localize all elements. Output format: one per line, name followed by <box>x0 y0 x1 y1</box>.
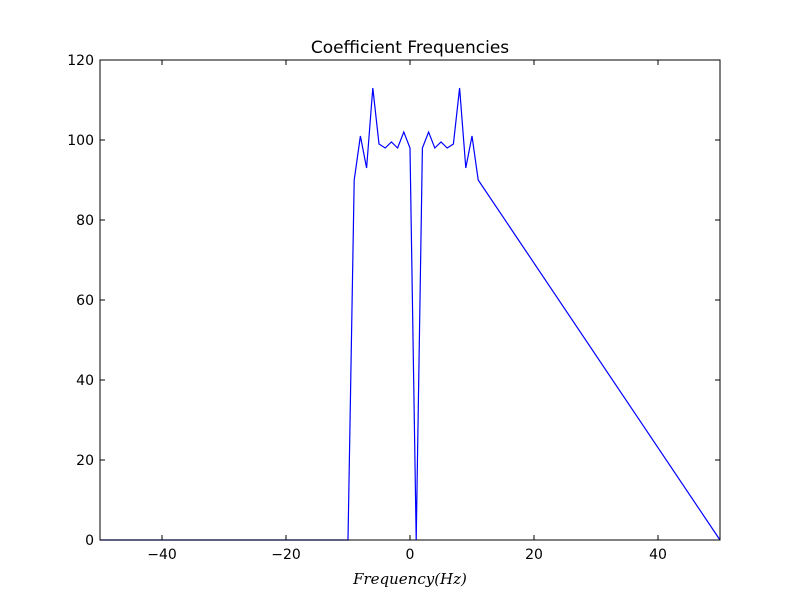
axes-frame <box>99 59 721 541</box>
x-tick-label: 20 <box>525 547 543 563</box>
y-tick-label: 0 <box>85 533 94 549</box>
x-tick-label: 0 <box>406 547 415 563</box>
x-axis-label: Frequency(Hz) <box>352 570 467 588</box>
plot-area: −40 −20 0 20 40 0 20 40 60 80 100 120 <box>67 53 721 563</box>
series-line-0 <box>100 87 721 541</box>
x-tick-label: −20 <box>271 547 301 563</box>
chart-title: Coefficient Frequencies <box>311 38 509 58</box>
x-tick-label: 40 <box>649 547 667 563</box>
y-tick-label: 60 <box>76 293 94 309</box>
x-tick-label: −40 <box>147 547 177 563</box>
y-tick-label: 120 <box>67 53 94 69</box>
y-tick-label: 20 <box>76 453 94 469</box>
y-tick-label: 100 <box>67 133 94 149</box>
y-tick-label: 80 <box>76 213 94 229</box>
y-tick-label: 40 <box>76 373 94 389</box>
